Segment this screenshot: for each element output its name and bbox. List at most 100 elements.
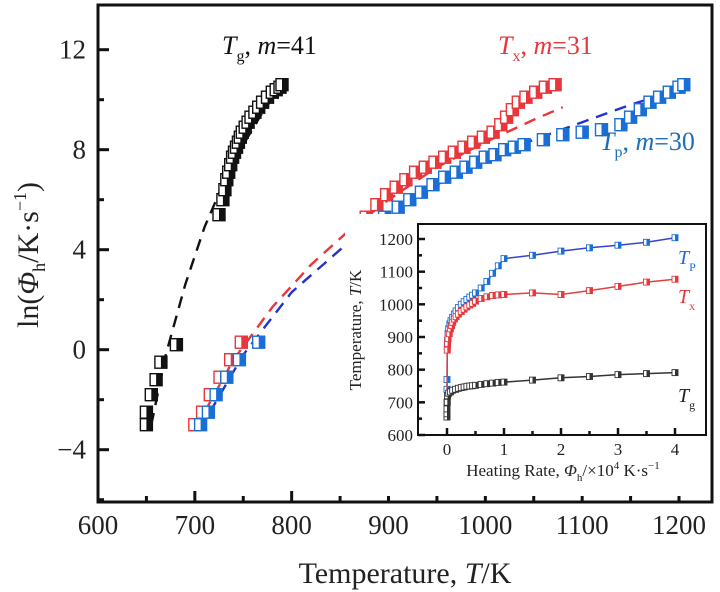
y-tick-label: 8 xyxy=(73,135,87,165)
inset-point-tx xyxy=(500,291,508,298)
inset-point-tp xyxy=(483,278,491,285)
inset-point-tg xyxy=(529,376,536,384)
x-tick-label: 700 xyxy=(175,510,216,540)
inset-point-tp xyxy=(671,234,679,242)
inset-point-tg xyxy=(643,370,650,378)
series-label-tp: Tp, m=30 xyxy=(600,127,695,161)
data-point-tx xyxy=(370,197,384,212)
data-point-tg xyxy=(149,373,163,387)
inset-label-tx: Tx xyxy=(678,286,695,313)
inset-y-tick-label: 600 xyxy=(388,426,414,445)
data-point-tg xyxy=(169,338,184,352)
data-point-tg xyxy=(216,192,230,207)
inset-plot-frame xyxy=(417,223,707,436)
inset-y-tick-label: 900 xyxy=(388,328,414,347)
inset-point-tg xyxy=(443,398,451,406)
inset-point-tx xyxy=(614,282,622,290)
x-tick-label: 900 xyxy=(368,510,409,540)
inset-point-tp xyxy=(614,241,622,249)
data-point-tx xyxy=(418,160,432,174)
fit-line-tx xyxy=(193,106,564,431)
inset-point-tp xyxy=(472,289,479,297)
data-point-tp xyxy=(662,85,676,99)
series-label-tg: Tg, m=41 xyxy=(222,31,317,65)
inset-label-tp: TP xyxy=(678,247,696,274)
data-point-tp xyxy=(251,335,266,349)
inset-point-tx xyxy=(671,275,679,283)
inset-point-tg xyxy=(483,380,491,388)
inset-point-tx xyxy=(477,295,485,302)
inset-point-tp xyxy=(500,255,508,263)
inset-x-tick-label: 2 xyxy=(557,440,566,459)
data-point-tx xyxy=(399,172,413,187)
data-point-tx xyxy=(548,77,562,92)
data-point-tp xyxy=(220,370,234,384)
inset-point-tg xyxy=(671,369,679,377)
inset-y-tick-label: 1100 xyxy=(380,263,413,282)
data-point-tp xyxy=(633,102,647,117)
data-point-tp xyxy=(677,77,691,92)
inset-point-tx xyxy=(586,287,593,295)
data-point-tp xyxy=(594,122,609,137)
inset-point-tp xyxy=(494,262,502,270)
data-point-tg xyxy=(275,77,289,92)
data-point-tx xyxy=(529,85,543,99)
data-point-tp xyxy=(209,388,223,402)
data-point-tp xyxy=(193,418,208,432)
data-point-tp xyxy=(403,192,417,207)
inset-x-tick-label: 1 xyxy=(500,440,509,459)
inset-point-tg xyxy=(557,374,565,382)
inset-point-tx xyxy=(483,293,491,301)
main-x-axis-title: Temperature, T/K xyxy=(299,557,512,590)
inset-point-tp xyxy=(643,238,650,246)
inset-y-tick-label: 1200 xyxy=(379,230,413,249)
inset-point-tg xyxy=(477,380,485,388)
inset-point-tx xyxy=(643,278,650,286)
data-point-tp xyxy=(426,177,440,192)
inset-y-tick-label: 1000 xyxy=(379,295,413,314)
y-tick-label: 12 xyxy=(59,35,86,65)
main-y-axis-title: ln(Φh/K·s−1) xyxy=(10,182,49,328)
inset-point-tp xyxy=(529,251,536,259)
inset-point-tx xyxy=(472,297,479,305)
inset-point-tg xyxy=(489,379,497,387)
inset-x-tick-label: 4 xyxy=(671,440,680,459)
x-tick-label: 1000 xyxy=(458,510,512,540)
inset-x-tick-label: 3 xyxy=(614,440,623,459)
data-point-tp xyxy=(575,125,589,139)
x-tick-label: 800 xyxy=(271,510,312,540)
data-point-tp xyxy=(459,160,473,174)
y-tick-label: 0 xyxy=(73,335,87,365)
inset-point-tg xyxy=(586,373,593,380)
data-point-tx xyxy=(447,145,461,159)
inset-point-tp xyxy=(477,284,485,292)
data-point-tp xyxy=(623,110,638,124)
data-point-tp xyxy=(536,132,551,147)
x-tick-label: 1200 xyxy=(652,510,706,540)
inset-point-tx xyxy=(494,291,502,299)
inset-point-tx xyxy=(557,291,565,298)
inset-point-tx xyxy=(529,289,536,297)
inset-x-tick-label: 0 xyxy=(443,440,452,459)
inset-y-tick-label: 800 xyxy=(388,361,414,380)
y-tick-label: −4 xyxy=(57,435,86,465)
inset-point-tp xyxy=(557,247,565,255)
x-tick-label: 1100 xyxy=(556,510,609,540)
inset-point-tx xyxy=(443,346,451,354)
inset-label-tg: Tg xyxy=(678,385,695,412)
inset-lines xyxy=(443,234,679,421)
inset-point-tg xyxy=(472,381,479,389)
inset-axis-ticks: 0 1 2 3 4 600 700 800 900 1000 1100 1200 xyxy=(379,230,680,459)
data-point-tg xyxy=(154,355,168,369)
data-point-tx xyxy=(234,335,249,349)
data-point-tp xyxy=(232,353,247,367)
data-point-tp xyxy=(414,185,429,199)
data-point-tg xyxy=(139,418,154,432)
main-plot-frame xyxy=(96,3,714,504)
inset-x-axis-title: Heating Rate, Φh/×104 K·s−1 xyxy=(466,460,660,484)
inset-y-tick-label: 700 xyxy=(388,393,414,412)
y-tick-label: 4 xyxy=(73,235,87,265)
data-point-tg xyxy=(139,405,154,419)
